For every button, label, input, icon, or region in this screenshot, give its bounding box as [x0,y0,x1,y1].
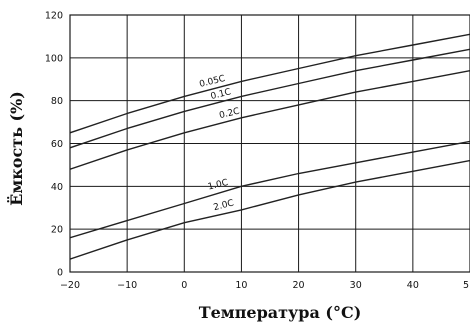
x-tick-label: 30 [350,280,362,291]
series-line-0-2C [70,70,470,170]
series-lines [70,33,470,260]
x-tick-label: −20 [60,280,80,291]
series-line-1-0C [70,140,470,239]
x-tick-label: 40 [407,280,419,291]
series-label-2-0C: 2.0C [213,198,235,213]
y-tick-label: 20 [51,225,63,236]
series-label-0-05C: 0.05C [198,74,226,90]
series-label-0-2C: 0.2C [218,107,240,122]
x-tick-label: −10 [117,280,137,291]
x-tick-label: 5 [463,280,469,291]
y-tick-label: 60 [51,139,63,150]
y-axis-title: Ёмкость (%) [6,91,26,206]
series-line-0-1C [70,48,470,149]
x-tick-label: 0 [181,280,187,291]
y-tick-label: 0 [57,268,63,279]
series-line-2-0C [70,159,470,260]
series-label-1-0C: 1.0C [207,178,229,193]
plot-frame [69,14,470,273]
series-label-0-1C: 0.1C [210,87,232,102]
y-tick-label: 120 [45,11,63,22]
x-tick-label: 20 [293,280,305,291]
y-tick-label: 80 [51,96,63,107]
series-line-0-05C [70,33,470,134]
x-axis-title: Температура (°C) [199,303,362,322]
grid [69,14,470,273]
y-tick-label: 40 [51,182,63,193]
y-tick-label: 100 [45,53,63,64]
x-tick-label: 10 [235,280,247,291]
